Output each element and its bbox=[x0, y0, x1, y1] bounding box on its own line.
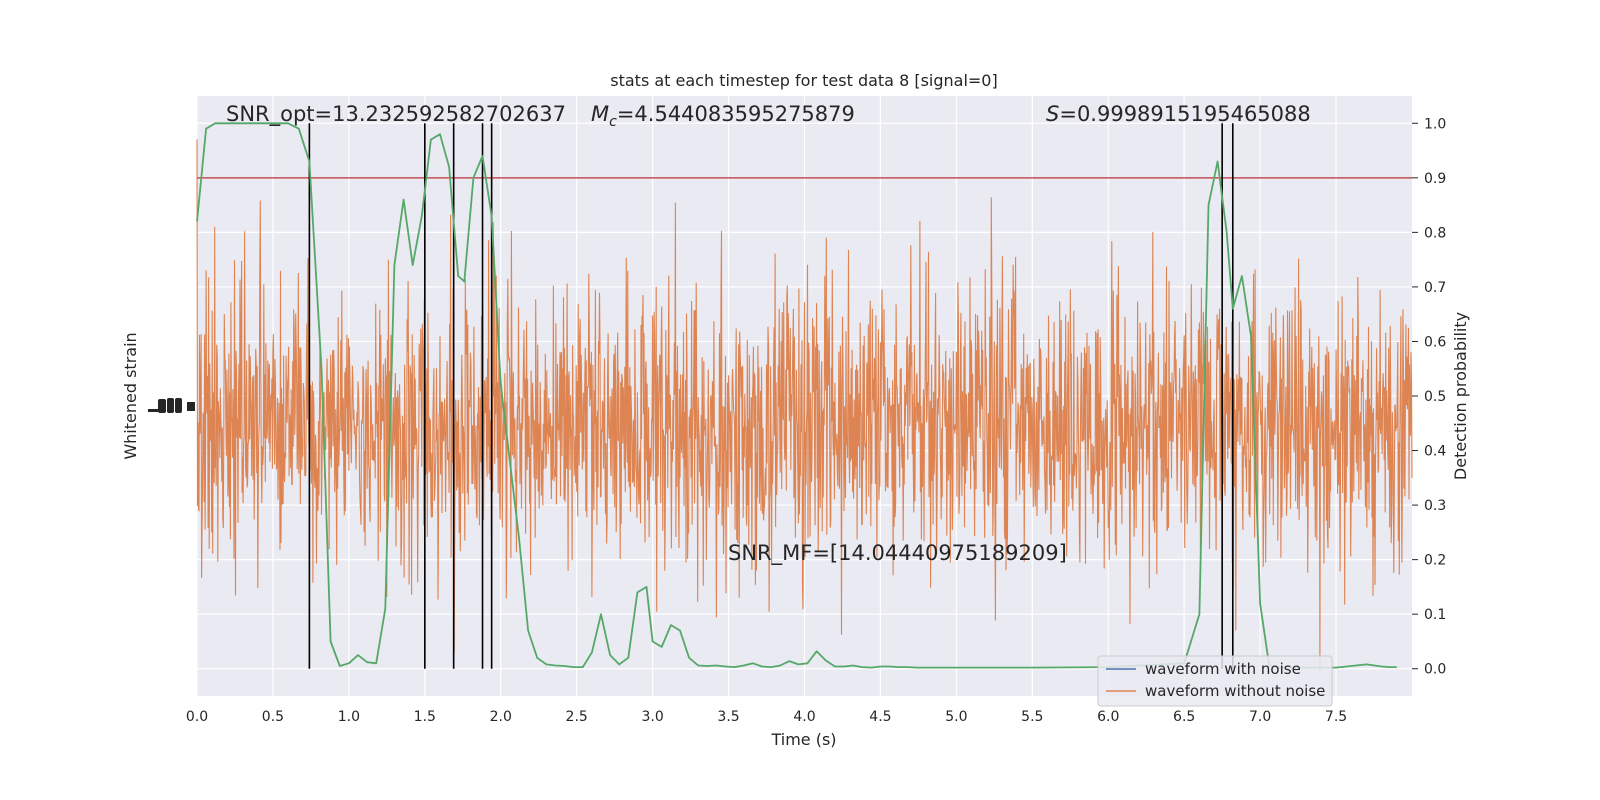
y-tick-label: 0.3 bbox=[1424, 498, 1446, 514]
x-tick-label: 4.0 bbox=[793, 709, 815, 725]
legend-label-with-noise: waveform with noise bbox=[1145, 660, 1301, 678]
y-tick-label: 0.7 bbox=[1424, 280, 1446, 296]
y-tick-label: 0.0 bbox=[1424, 662, 1446, 678]
x-tick-label: 7.5 bbox=[1325, 709, 1347, 725]
x-tick-label: 6.5 bbox=[1173, 709, 1195, 725]
vertical-markers bbox=[308, 123, 1234, 669]
spin-annotation: S=0.9998915195465088 bbox=[1046, 102, 1311, 126]
x-tick-label: 7.0 bbox=[1249, 709, 1271, 725]
legend: waveform with noise waveform without noi… bbox=[1097, 655, 1333, 707]
chart-title: stats at each timestep for test data 8 [… bbox=[610, 71, 997, 90]
x-tick-label: 1.5 bbox=[414, 709, 436, 725]
y-tick-label: 0.1 bbox=[1424, 607, 1446, 623]
chirp-mass-value: =4.544083595275879 bbox=[617, 102, 855, 126]
y-ticks-right: 0.0 0.1 0.2 0.3 0.4 0.5 0.6 0.7 0.8 0.9 1.0 bbox=[1412, 116, 1446, 678]
y-tick-label: 0.9 bbox=[1424, 171, 1446, 187]
x-tick-label: 0.0 bbox=[186, 709, 208, 725]
spin-value: =0.9998915195465088 bbox=[1059, 102, 1310, 126]
legend-label-without-noise: waveform without noise bbox=[1145, 682, 1325, 700]
x-tick-label: 4.5 bbox=[869, 709, 891, 725]
x-tick-label: 2.5 bbox=[566, 709, 588, 725]
y-tick-label: 1.0 bbox=[1424, 116, 1446, 132]
x-ticks: 0.0 0.5 1.0 1.5 2.0 2.5 3.0 3.5 4.0 4.5 5.0 5.5 6.0 6… bbox=[186, 709, 1347, 725]
x-tick-label: 3.5 bbox=[717, 709, 739, 725]
y-axis-label-left: Whitened strain bbox=[121, 332, 140, 459]
y-tick-label: 0.6 bbox=[1424, 334, 1446, 350]
x-tick-label: 6.0 bbox=[1097, 709, 1119, 725]
y-tick-label: 0.2 bbox=[1424, 553, 1446, 569]
y-tick-label: 0.5 bbox=[1424, 389, 1446, 405]
x-tick-label: 3.0 bbox=[641, 709, 663, 725]
waveform-trace bbox=[196, 139, 1413, 675]
x-tick-label: 2.0 bbox=[490, 709, 512, 725]
y-tick-label: 0.4 bbox=[1424, 444, 1446, 460]
chirp-mass-symbol: M bbox=[591, 102, 609, 126]
detection-probability-line bbox=[196, 122, 1397, 669]
legend-box bbox=[1097, 655, 1333, 707]
x-tick-label: 1.0 bbox=[338, 709, 360, 725]
x-tick-label: 0.5 bbox=[262, 709, 284, 725]
y-tick-label: 0.8 bbox=[1424, 225, 1446, 241]
y-axis-label-right: Detection probability bbox=[1451, 312, 1470, 480]
x-axis-label: Time (s) bbox=[770, 730, 836, 749]
waveform-without-noise bbox=[196, 139, 1413, 675]
x-tick-label: 5.0 bbox=[945, 709, 967, 725]
chirp-mass-subscript: c bbox=[609, 114, 617, 130]
spin-symbol: S bbox=[1046, 102, 1059, 126]
probability-trace bbox=[196, 122, 1397, 669]
x-tick-label: 5.5 bbox=[1021, 709, 1043, 725]
chirp-mass-annotation: Mc=4.544083595275879 bbox=[591, 102, 855, 130]
left-axis-tick-blob bbox=[148, 398, 195, 413]
snr-opt-annotation: SNR_opt=13.232592582702637 bbox=[226, 102, 566, 127]
snr-mf-annotation: SNR_MF=[14.04440975189209] bbox=[728, 541, 1067, 566]
